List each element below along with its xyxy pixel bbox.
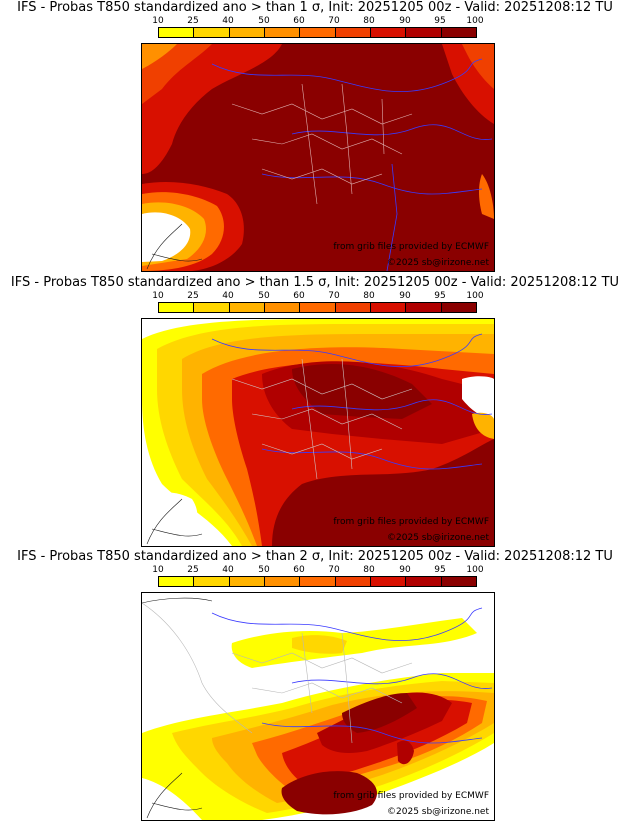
probability-map: from grib files provided by ECMWF ©2025 … <box>141 592 495 821</box>
colorbar-segment <box>194 303 230 312</box>
colorbar <box>158 302 477 313</box>
colorbar-tick: 40 <box>222 291 234 301</box>
colorbar-segment <box>441 28 476 37</box>
map-image <box>142 44 494 271</box>
colorbar-segment <box>406 28 442 37</box>
probability-map: from grib files provided by ECMWF ©2025 … <box>141 318 495 547</box>
colorbar-tick: 100 <box>466 291 484 301</box>
colorbar-tick: 10 <box>152 565 164 575</box>
colorbar-tick: 50 <box>258 291 270 301</box>
colorbar-segment <box>441 303 476 312</box>
colorbar-segment <box>370 28 407 37</box>
colorbar-tick: 70 <box>328 565 340 575</box>
colorbar-tick: 100 <box>466 565 484 575</box>
colorbar-segment <box>370 303 407 312</box>
map-image <box>142 319 494 546</box>
colorbar-segment <box>406 577 442 586</box>
panel-1-5-sigma: IFS - Probas T850 standardized ano > tha… <box>0 275 630 547</box>
colorbar-tick: 10 <box>152 16 164 26</box>
colorbar-segment <box>264 28 301 37</box>
colorbar <box>158 576 477 587</box>
colorbar-tick: 90 <box>399 565 411 575</box>
colorbar-tick: 100 <box>466 16 484 26</box>
colorbar-ticks: 10 25 40 50 60 70 80 90 95 100 <box>152 16 483 28</box>
panel-title: IFS - Probas T850 standardized ano > tha… <box>17 0 613 15</box>
colorbar-ticks: 10 25 40 50 60 70 80 90 95 100 <box>152 291 483 303</box>
colorbar-tick: 80 <box>363 16 375 26</box>
colorbar-tick: 50 <box>258 565 270 575</box>
copyright-credit: ©2025 sb@irizone.net <box>387 258 489 268</box>
colorbar-tick: 90 <box>399 16 411 26</box>
panel-title: IFS - Probas T850 standardized ano > tha… <box>10 275 620 290</box>
data-source-credit: from grib files provided by ECMWF <box>333 791 489 801</box>
copyright-credit: ©2025 sb@irizone.net <box>387 807 489 817</box>
copyright-credit: ©2025 sb@irizone.net <box>387 533 489 543</box>
colorbar-tick: 50 <box>258 16 270 26</box>
colorbar-segment <box>300 577 336 586</box>
map-image <box>142 593 494 820</box>
colorbar-tick: 60 <box>293 565 305 575</box>
colorbar-tick: 80 <box>363 291 375 301</box>
colorbar-tick: 25 <box>187 16 199 26</box>
colorbar-segment <box>194 28 230 37</box>
colorbar-segment <box>335 303 371 312</box>
panel-title: IFS - Probas T850 standardized ano > tha… <box>17 549 613 564</box>
colorbar-tick: 25 <box>187 565 199 575</box>
colorbar-tick: 40 <box>222 565 234 575</box>
panel-2-sigma: IFS - Probas T850 standardized ano > tha… <box>0 549 630 821</box>
colorbar-segment <box>441 577 476 586</box>
colorbar-segment <box>229 577 265 586</box>
colorbar-segment <box>300 28 336 37</box>
colorbar-tick: 60 <box>293 291 305 301</box>
colorbar-segment <box>159 28 195 37</box>
panel-1-sigma: IFS - Probas T850 standardized ano > tha… <box>0 0 630 272</box>
colorbar-segment <box>264 577 301 586</box>
data-source-credit: from grib files provided by ECMWF <box>333 242 489 252</box>
colorbar-tick: 95 <box>434 291 446 301</box>
colorbar-segment <box>229 28 265 37</box>
colorbar-tick: 10 <box>152 291 164 301</box>
colorbar-tick: 40 <box>222 16 234 26</box>
colorbar-tick: 80 <box>363 565 375 575</box>
colorbar <box>158 27 477 38</box>
colorbar-segment <box>335 28 371 37</box>
colorbar-segment <box>406 303 442 312</box>
colorbar-segment <box>370 577 407 586</box>
colorbar-tick: 70 <box>328 16 340 26</box>
colorbar-tick: 25 <box>187 291 199 301</box>
colorbar-segment <box>335 577 371 586</box>
colorbar-tick: 95 <box>434 565 446 575</box>
colorbar-tick: 60 <box>293 16 305 26</box>
probability-map: from grib files provided by ECMWF ©2025 … <box>141 43 495 272</box>
colorbar-tick: 70 <box>328 291 340 301</box>
colorbar-segment <box>159 577 195 586</box>
colorbar-tick: 95 <box>434 16 446 26</box>
colorbar-segment <box>194 577 230 586</box>
colorbar-ticks: 10 25 40 50 60 70 80 90 95 100 <box>152 565 483 577</box>
colorbar-segment <box>264 303 301 312</box>
colorbar-segment <box>300 303 336 312</box>
colorbar-segment <box>159 303 195 312</box>
colorbar-tick: 90 <box>399 291 411 301</box>
data-source-credit: from grib files provided by ECMWF <box>333 517 489 527</box>
colorbar-segment <box>229 303 265 312</box>
